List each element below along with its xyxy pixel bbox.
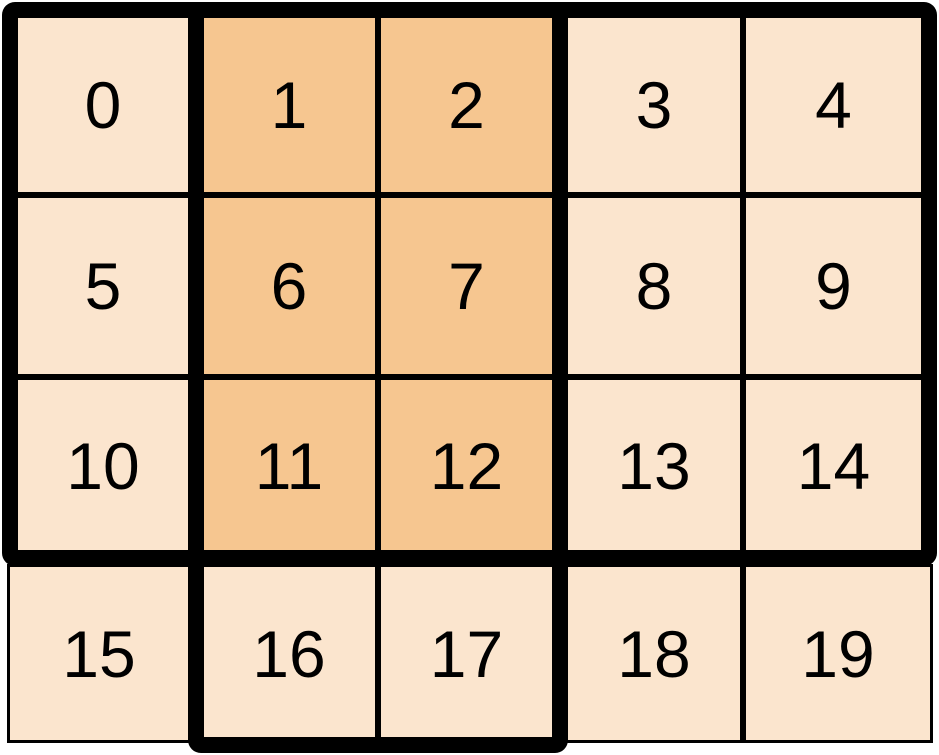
cell-11: 11	[203, 380, 375, 551]
cell-7: 7	[381, 198, 552, 374]
cell-13: 13	[568, 380, 740, 551]
cell-8: 8	[568, 198, 740, 374]
cell-15: 15	[10, 567, 188, 740]
cell-19: 19	[746, 567, 930, 740]
cell-9: 9	[746, 198, 921, 374]
cell-18: 18	[568, 567, 740, 740]
cell-16: 16	[203, 567, 375, 740]
cell-14: 14	[746, 380, 921, 551]
cell-0: 0	[18, 18, 188, 192]
cell-2: 2	[381, 18, 552, 192]
cell-6: 6	[203, 198, 375, 374]
cell-3: 3	[568, 18, 740, 192]
cell-4: 4	[746, 18, 921, 192]
cell-10: 10	[18, 380, 188, 551]
cell-5: 5	[18, 198, 188, 374]
cell-1: 1	[203, 18, 375, 192]
cell-17: 17	[381, 567, 552, 740]
cell-12: 12	[381, 380, 552, 551]
